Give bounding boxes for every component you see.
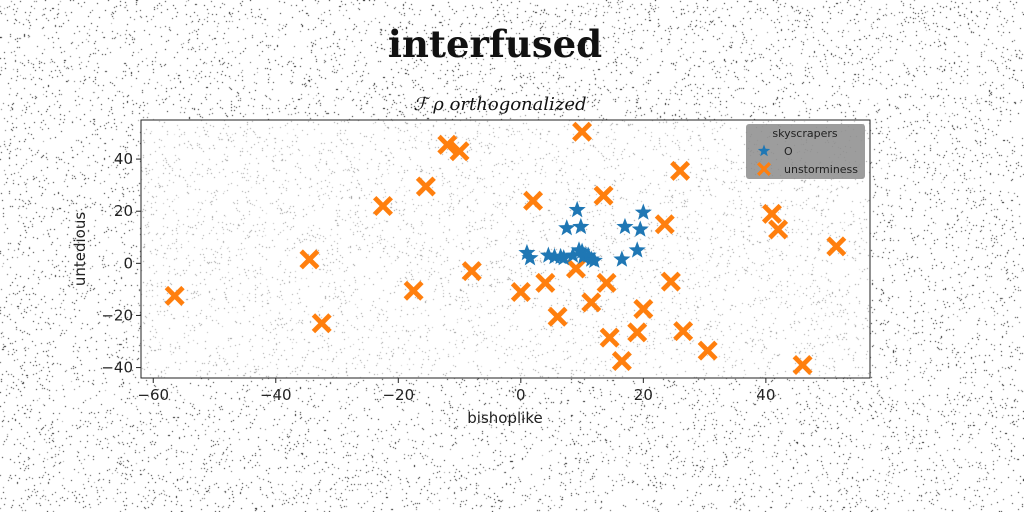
- data-point-star: [616, 217, 634, 235]
- data-point-x: [633, 298, 654, 319]
- data-point-x: [596, 272, 617, 293]
- data-point-star: [558, 219, 576, 236]
- data-point-x: [523, 190, 544, 211]
- y-tick-label: −20: [101, 306, 133, 324]
- data-point-star: [613, 250, 631, 267]
- x-axis-label: bishoplike: [467, 409, 542, 427]
- data-point-x: [660, 271, 681, 292]
- y-tick-label: −40: [101, 359, 133, 377]
- data-point-x: [792, 354, 813, 375]
- data-point-x: [599, 327, 620, 348]
- data-point-x: [654, 214, 675, 235]
- data-point-x: [449, 141, 470, 162]
- y-axis-label: untedious: [71, 212, 89, 286]
- data-point-x: [547, 306, 568, 327]
- legend-entry-label: O: [784, 145, 793, 158]
- data-marks: [164, 121, 847, 375]
- data-point-x: [593, 185, 614, 206]
- chart-title: ℱ ρ orthogonalized: [413, 94, 586, 115]
- data-point-x: [164, 285, 185, 306]
- x-tick-label: 40: [756, 386, 775, 404]
- data-point-x: [581, 292, 602, 313]
- data-point-x: [461, 261, 482, 282]
- x-tick-label: −60: [137, 386, 169, 404]
- data-point-x: [437, 134, 458, 155]
- data-point-star: [585, 251, 603, 269]
- data-point-x: [761, 203, 782, 224]
- legend-title: skyscrapers: [772, 127, 838, 140]
- y-tick-label: 40: [114, 150, 133, 168]
- x-tick-label: −20: [382, 386, 414, 404]
- legend-marker-x: [757, 162, 771, 176]
- data-point-x: [673, 321, 694, 342]
- data-point-star: [572, 217, 590, 235]
- data-point-x: [611, 351, 632, 372]
- data-point-star: [579, 246, 597, 263]
- data-point-x: [403, 280, 424, 301]
- data-point-star: [564, 246, 582, 263]
- data-point-star: [631, 220, 649, 237]
- data-point-star: [518, 243, 536, 261]
- data-point-x: [670, 160, 691, 181]
- data-point-x: [510, 282, 531, 302]
- data-point-x: [572, 121, 593, 142]
- data-point-star: [570, 241, 588, 258]
- figure-suptitle: interfused: [387, 22, 603, 66]
- x-tick-label: −40: [260, 386, 292, 404]
- data-point-star: [568, 200, 586, 218]
- x-tick-label: 20: [634, 386, 653, 404]
- data-point-star: [555, 249, 573, 266]
- data-point-x: [697, 340, 718, 361]
- x-tick-label: 0: [516, 386, 526, 404]
- data-point-star: [634, 203, 652, 220]
- data-point-x: [535, 272, 556, 293]
- data-point-star: [521, 249, 539, 266]
- y-axis: −40 −20 0 20 40: [101, 150, 141, 377]
- data-point-x: [627, 322, 648, 343]
- data-point-x: [768, 219, 789, 240]
- legend-marker-star: [757, 144, 771, 157]
- data-point-x: [565, 258, 586, 279]
- data-point-x: [826, 236, 847, 257]
- data-point-star: [628, 241, 646, 258]
- y-tick-label: 20: [114, 202, 133, 220]
- data-point-x: [299, 249, 320, 270]
- x-axis: −60 −40 −20 0 20 40: [137, 378, 775, 404]
- data-point-x: [415, 176, 436, 197]
- data-point-x: [311, 313, 332, 334]
- legend-box: [746, 124, 865, 179]
- plot-frame: [140, 119, 871, 379]
- data-point-x: [372, 196, 393, 216]
- y-tick-label: 0: [123, 254, 133, 272]
- legend-entry-label: unstorminess: [784, 163, 858, 176]
